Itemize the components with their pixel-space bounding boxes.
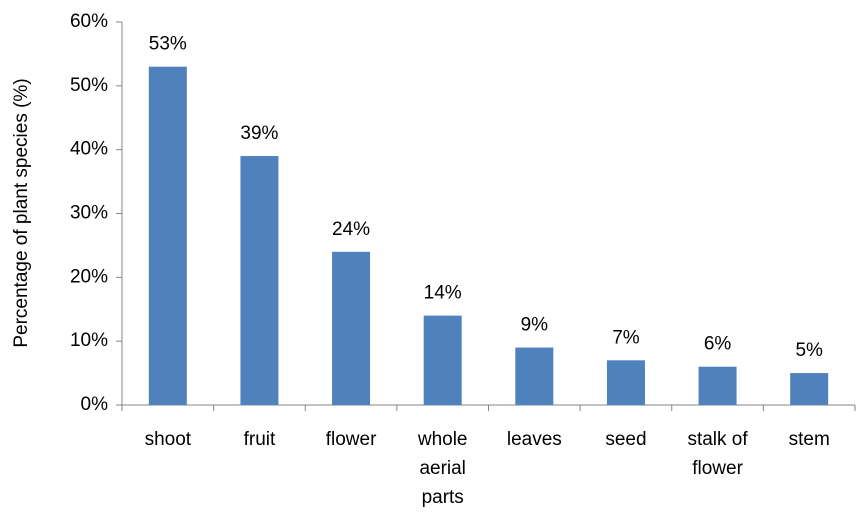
bar — [423, 315, 462, 405]
value-label: 5% — [795, 340, 823, 361]
y-tick-label: 10% — [70, 330, 108, 351]
y-tick-label: 0% — [81, 394, 109, 415]
bar — [332, 251, 371, 405]
y-tick-label: 60% — [70, 11, 108, 32]
y-tick-label: 50% — [70, 75, 108, 96]
x-tick-label: seed — [605, 429, 646, 450]
x-tick-label: stem — [789, 429, 830, 450]
value-label: 9% — [521, 315, 549, 336]
value-label: 7% — [612, 327, 640, 348]
bar — [515, 347, 554, 405]
x-tick-label: leaves — [507, 429, 562, 450]
value-label: 6% — [704, 334, 732, 355]
value-label: 14% — [424, 283, 462, 304]
x-tick-label: shoot — [145, 429, 192, 450]
y-tick-label: 40% — [70, 139, 108, 160]
x-tick-label: whole aerial parts — [417, 429, 468, 508]
x-tick-label: stalk of flower — [687, 429, 748, 479]
x-tick-label: fruit — [244, 429, 276, 450]
y-tick-label: 20% — [70, 266, 108, 287]
bar — [148, 66, 187, 405]
bar — [698, 366, 737, 405]
bar — [790, 373, 829, 405]
value-label: 24% — [332, 219, 370, 240]
bar — [606, 360, 645, 405]
y-tick-label: 30% — [70, 203, 108, 224]
y-axis-title: Percentage of plant species (%) — [11, 78, 32, 347]
value-label: 53% — [149, 34, 187, 55]
x-tick-label: flower — [326, 429, 377, 450]
bar — [240, 156, 279, 405]
value-label: 39% — [240, 123, 278, 144]
